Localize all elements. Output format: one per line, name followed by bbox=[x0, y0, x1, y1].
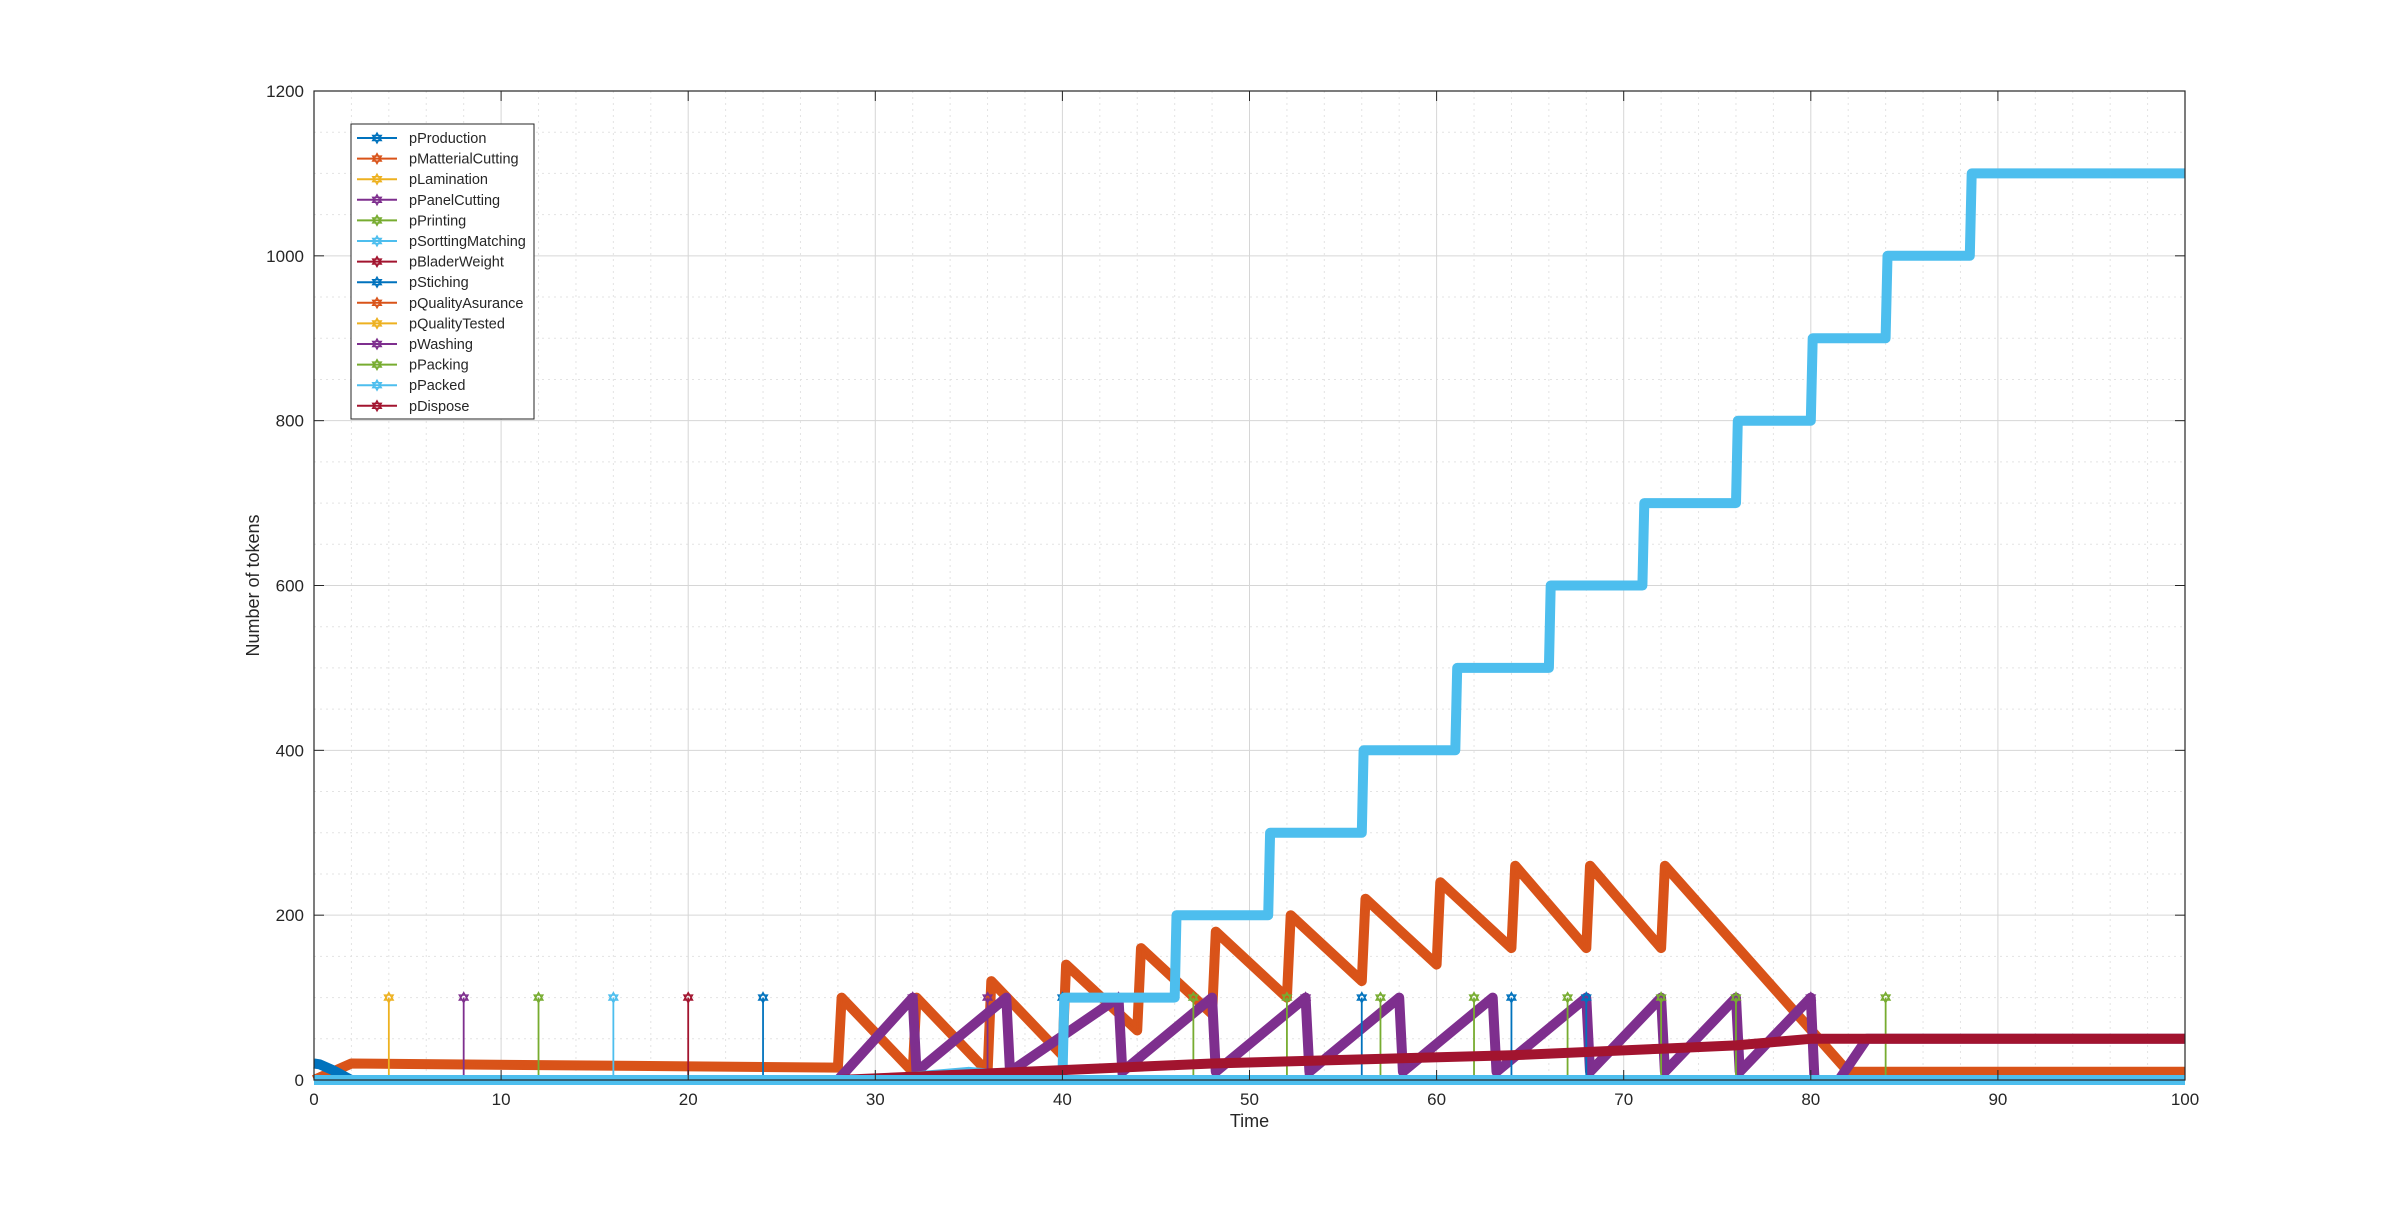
spike-marker bbox=[1655, 991, 1667, 1004]
legend-box bbox=[350, 123, 535, 420]
legend-item-pPacked[interactable]: pPacked bbox=[357, 378, 465, 394]
y-tick-labels: 0 200 400 600 800 1000 1200 bbox=[266, 82, 304, 1090]
spike-marker bbox=[1561, 991, 1574, 1004]
legend-item-pQualityTested[interactable]: pQualityTested bbox=[357, 316, 505, 332]
y-tick-label: 1000 bbox=[266, 247, 304, 266]
legend-label: pLamination bbox=[409, 172, 488, 188]
legend-label: pPacking bbox=[409, 358, 469, 374]
spike-marker bbox=[1356, 991, 1368, 1004]
series-line bbox=[314, 172, 2185, 1081]
spike-marker bbox=[1468, 991, 1480, 1004]
legend-label: pQualityTested bbox=[409, 316, 505, 332]
spike-marker bbox=[757, 991, 769, 1004]
legend-item-pDispose[interactable]: pDispose bbox=[357, 399, 469, 415]
legend-marker bbox=[371, 131, 383, 145]
legend-label: pWashing bbox=[409, 337, 473, 353]
legend-marker bbox=[371, 296, 383, 310]
spike-marker bbox=[1730, 991, 1742, 1004]
x-tick-label: 80 bbox=[1801, 1090, 1820, 1109]
legend-label: pPanelCutting bbox=[409, 193, 500, 209]
x-tick-label: 10 bbox=[492, 1090, 511, 1109]
legend[interactable]: pProduction pMatterialCutting pLamination p… bbox=[350, 123, 535, 420]
y-tick-label: 1200 bbox=[266, 82, 304, 101]
x-axis-label: Time bbox=[1230, 1111, 1269, 1131]
x-tick-label: 90 bbox=[1988, 1090, 2007, 1109]
x-tick-label: 30 bbox=[866, 1090, 885, 1109]
legend-item-pBladerWeight[interactable]: pBladerWeight bbox=[357, 255, 504, 271]
y-tick-label: 400 bbox=[276, 741, 304, 760]
legend-marker bbox=[371, 399, 383, 413]
legend-item-pPanelCutting[interactable]: pPanelCutting bbox=[357, 193, 500, 209]
legend-label: pPacked bbox=[409, 378, 465, 394]
legend-item-pQualityAsurance[interactable]: pQualityAsurance bbox=[357, 296, 523, 312]
legend-marker bbox=[371, 255, 383, 269]
y-tick-label: 800 bbox=[276, 412, 304, 431]
legend-label: pProduction bbox=[409, 131, 486, 147]
legend-item-pWashing[interactable]: pWashing bbox=[357, 337, 473, 353]
legend-item-pMatterialCutting[interactable]: pMatterialCutting bbox=[357, 152, 519, 168]
legend-item-pStiching[interactable]: pStiching bbox=[357, 275, 469, 291]
legend-item-pPrinting[interactable]: pPrinting bbox=[357, 213, 466, 229]
legend-marker bbox=[371, 172, 383, 186]
legend-marker bbox=[371, 193, 383, 207]
spike-marker bbox=[1281, 991, 1293, 1004]
legend-label: pMatterialCutting bbox=[409, 152, 519, 168]
y-axis-label: Number of tokens bbox=[243, 514, 263, 656]
spike-marker bbox=[682, 991, 694, 1005]
legend-item-pProduction[interactable]: pProduction bbox=[357, 131, 486, 147]
spike-marker bbox=[981, 991, 994, 1004]
legend-label: pDispose bbox=[409, 399, 469, 415]
legend-marker bbox=[371, 234, 383, 248]
axis-ticks bbox=[313, 90, 2186, 1081]
legend-marker bbox=[371, 316, 383, 330]
y-tick-label: 0 bbox=[295, 1071, 304, 1090]
legend-items: pProduction pMatterialCutting pLamination p… bbox=[357, 131, 526, 415]
y-tick-label: 200 bbox=[276, 906, 304, 925]
legend-label: pBladerWeight bbox=[409, 255, 504, 271]
legend-item-pSorttingMatching[interactable]: pSorttingMatching bbox=[357, 234, 526, 250]
spike-marker bbox=[1374, 991, 1387, 1004]
legend-item-pLamination[interactable]: pLamination bbox=[357, 172, 488, 188]
spike-marker bbox=[1880, 991, 1892, 1004]
legend-marker bbox=[371, 337, 383, 351]
legend-label: pQualityAsurance bbox=[409, 296, 523, 312]
x-tick-label: 20 bbox=[679, 1090, 698, 1109]
x-tick-label: 60 bbox=[1427, 1090, 1446, 1109]
x-tick-label: 0 bbox=[309, 1090, 318, 1109]
legend-marker bbox=[371, 358, 383, 372]
x-tick-label: 40 bbox=[1053, 1090, 1072, 1109]
x-tick-label: 100 bbox=[2171, 1090, 2199, 1109]
legend-marker bbox=[371, 152, 383, 166]
x-tick-label: 70 bbox=[1614, 1090, 1633, 1109]
legend-label: pStiching bbox=[409, 275, 469, 291]
series-pSorttingMatching bbox=[314, 168, 2185, 1085]
legend-item-pPacking[interactable]: pPacking bbox=[357, 358, 469, 374]
spike-marker bbox=[1187, 991, 1199, 1004]
series-line bbox=[314, 995, 2185, 1081]
legend-label: pPrinting bbox=[409, 213, 466, 229]
legend-marker bbox=[371, 275, 383, 289]
spike-marker bbox=[458, 991, 470, 1004]
spike-marker bbox=[1505, 991, 1518, 1004]
spike-marker bbox=[607, 991, 619, 1004]
legend-marker bbox=[371, 213, 383, 227]
x-tick-labels: 0 10 20 30 40 50 60 70 80 90 100 bbox=[309, 1090, 2199, 1109]
spike-marker bbox=[532, 991, 545, 1004]
y-tick-label: 600 bbox=[276, 577, 304, 596]
x-tick-label: 50 bbox=[1240, 1090, 1259, 1109]
spike-marker bbox=[1580, 991, 1592, 1004]
legend-label: pSorttingMatching bbox=[409, 234, 526, 250]
spike-marker bbox=[383, 991, 395, 1004]
legend-marker bbox=[371, 378, 383, 392]
